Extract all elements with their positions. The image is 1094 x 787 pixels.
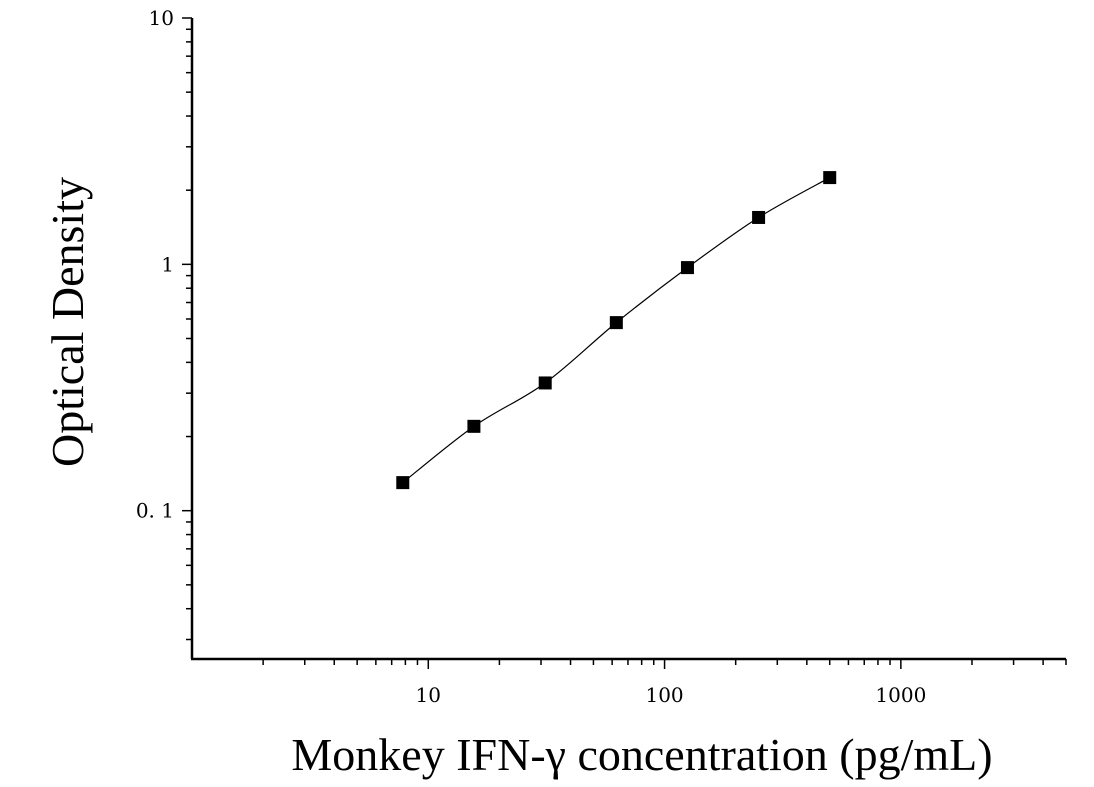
y-axis-title: Optical Density	[42, 177, 93, 467]
x-tick-label: 1000	[875, 683, 926, 707]
x-axis-title: Monkey IFN-γ concentration (pg/mL)	[291, 729, 992, 780]
axes: 10 100 1000 0. 1 1 10	[136, 6, 1067, 707]
data-point	[538, 376, 552, 390]
fit-curve	[402, 177, 831, 484]
x-tick-label: 100	[645, 683, 683, 707]
data-point	[680, 261, 694, 275]
y-tick-label: 0. 1	[136, 499, 174, 523]
data-point	[752, 210, 766, 224]
fit-curve-layer	[402, 177, 831, 484]
y-tick-label: 10	[149, 6, 174, 30]
x-tick-label: 10	[416, 683, 441, 707]
data-points-layer	[396, 171, 837, 490]
data-point	[609, 316, 623, 330]
data-point	[823, 171, 837, 185]
y-tick-label: 1	[161, 252, 174, 276]
data-point	[467, 419, 481, 433]
data-point	[396, 476, 410, 490]
